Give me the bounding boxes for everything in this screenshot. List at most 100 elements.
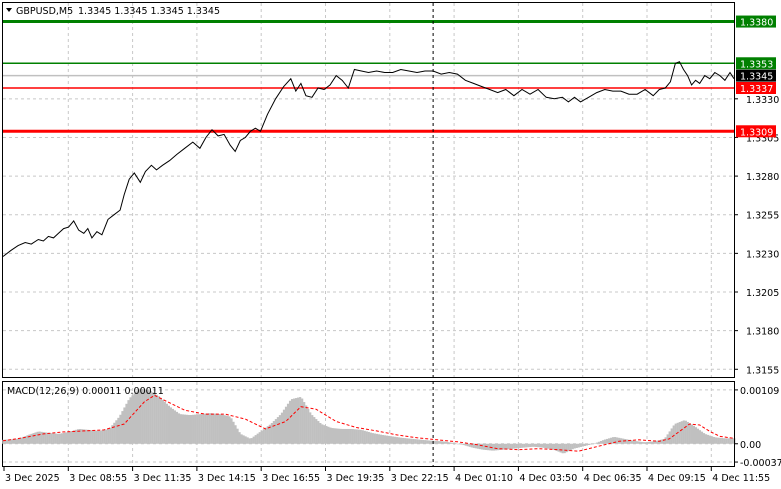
macd-hist-bar [365,431,368,444]
macd-hist-bar [412,438,415,444]
macd-hist-bar [36,431,39,444]
macd-tick-label: -0.00037 [740,458,781,469]
macd-hist-bar [157,396,160,444]
macd-hist-bar [276,417,280,444]
macd-hist-bar [428,440,431,444]
macd-hist-bar [169,407,173,444]
macd-hist-bar [559,443,562,453]
macd-hist-bar [507,443,510,450]
macd-hist-bar [244,436,247,444]
macd-hist-bar [28,434,31,444]
macd-hist-bar [99,430,102,444]
macd-hist-bar [452,442,455,444]
macd-label: MACD(12,26,9) 0.00011 0.00011 [7,386,164,397]
time-axis[interactable]: 3 Dec 2025 3 Dec 08:55 3 Dec 11:35 3 Dec 14… [3,467,770,484]
macd-pane[interactable]: MACD(12,26,9) 0.00011 0.00011 [2,381,736,467]
price-tick-label: 1.3230 [746,249,779,260]
macd-hist-bar [353,429,356,444]
macd-hist-bar [462,443,465,446]
macd-hist-bar [252,436,255,444]
macd-hist-bar [236,428,239,444]
macd-hist-bar [624,439,627,444]
chart-menu-triangle-icon[interactable] [6,8,12,12]
macd-hist-bar [117,417,120,444]
macd-hist-bar [500,443,504,450]
macd-hist-bar [706,434,710,444]
macd-hist-bar [299,397,302,444]
macd-hist-bar [339,428,342,444]
macd-hist-bar [416,439,419,444]
macd-hist-bar [95,430,98,444]
macd-hist-bar [547,443,550,449]
macd-hist-bar [555,443,558,451]
macd-hist-bar [198,414,201,444]
macd-hist-bar [470,443,473,448]
macd-hist-bar [553,443,556,451]
macd-hist-bar [448,442,451,444]
level-tag-box [736,125,776,138]
macd-hist-bar [54,433,57,444]
macd-axis[interactable]: 0.00109 0.00 -0.00037 [734,381,781,469]
price-tick-label: 1.3305 [746,133,779,144]
macd-hist-bar [585,443,588,446]
macd-hist-bar [133,393,136,444]
macd-hist-bar [111,425,114,444]
macd-hist-bar [680,421,683,444]
macd-hist-bar [535,443,538,448]
macd-hist-bar [121,411,124,444]
macd-hist-bar [640,441,643,444]
symbol-timeframe: GBPUSD,M5 [16,6,73,17]
macd-hist-bar [6,439,9,444]
macd-hist-bar [616,437,619,444]
macd-hist-bar [161,399,164,444]
macd-hist-bar [173,410,177,444]
macd-hist-bar [115,420,118,444]
macd-hist-bar [141,389,144,444]
time-tick-label: 4 Dec 03:50 [519,473,577,484]
price-axis[interactable]: 1.3330 1.3305 1.3280 1.3255 1.3230 1.3205 1.31… [734,2,779,378]
macd-hist-bar [654,441,657,444]
macd-signal-line [2,394,735,452]
macd-hist-bar [284,406,288,444]
macd-hist-bar [16,438,19,444]
macd-hist-bar [196,414,199,444]
price-tick-label: 1.3255 [746,211,779,222]
macd-hist-bar [531,443,534,447]
macd-hist-bar [662,439,665,444]
macd-hist-bar [573,443,576,449]
macd-hist-bar [468,443,471,447]
macd-hist-bar [12,439,15,444]
price-pane[interactable]: GBPUSD,M5 1.3345 1.3345 1.3345 1.3345 [2,2,735,378]
macd-hist-bar [710,436,714,444]
macd-hist-bar [533,443,536,447]
macd-hist-bar [561,443,564,454]
macd-hist-bar [272,421,275,444]
macd-hist-bar [175,411,179,444]
macd-hist-bar [165,403,168,444]
macd-hist-bar [620,438,623,444]
macd-hist-bar [343,428,346,444]
macd-hist-bar [672,425,675,444]
macd-hist-bar [194,414,197,444]
macd-hist-bar [107,429,110,444]
macd-hist-bar [678,422,681,444]
macd-hist-bar [262,429,265,444]
macd-hist-bar [226,415,229,444]
macd-hist-bar [222,414,225,444]
macd-hist-bar [369,432,372,444]
macd-hist-bar [557,443,560,452]
macd-hist-bar [351,429,354,444]
macd-hist-bar [529,443,532,448]
macd-hist-bar [587,443,591,445]
macd-hist-bar [408,438,411,444]
macd-hist-bar [82,429,86,444]
macd-hist-bar [315,419,318,444]
price-tick-label: 1.3155 [746,365,779,376]
macd-hist-bar [208,413,211,444]
macd-hist-bar [721,438,724,444]
level-lines [3,20,734,133]
macd-hist-bar [575,443,578,448]
macd-hist-bar [636,441,639,444]
macd-hist-bar [373,433,376,444]
